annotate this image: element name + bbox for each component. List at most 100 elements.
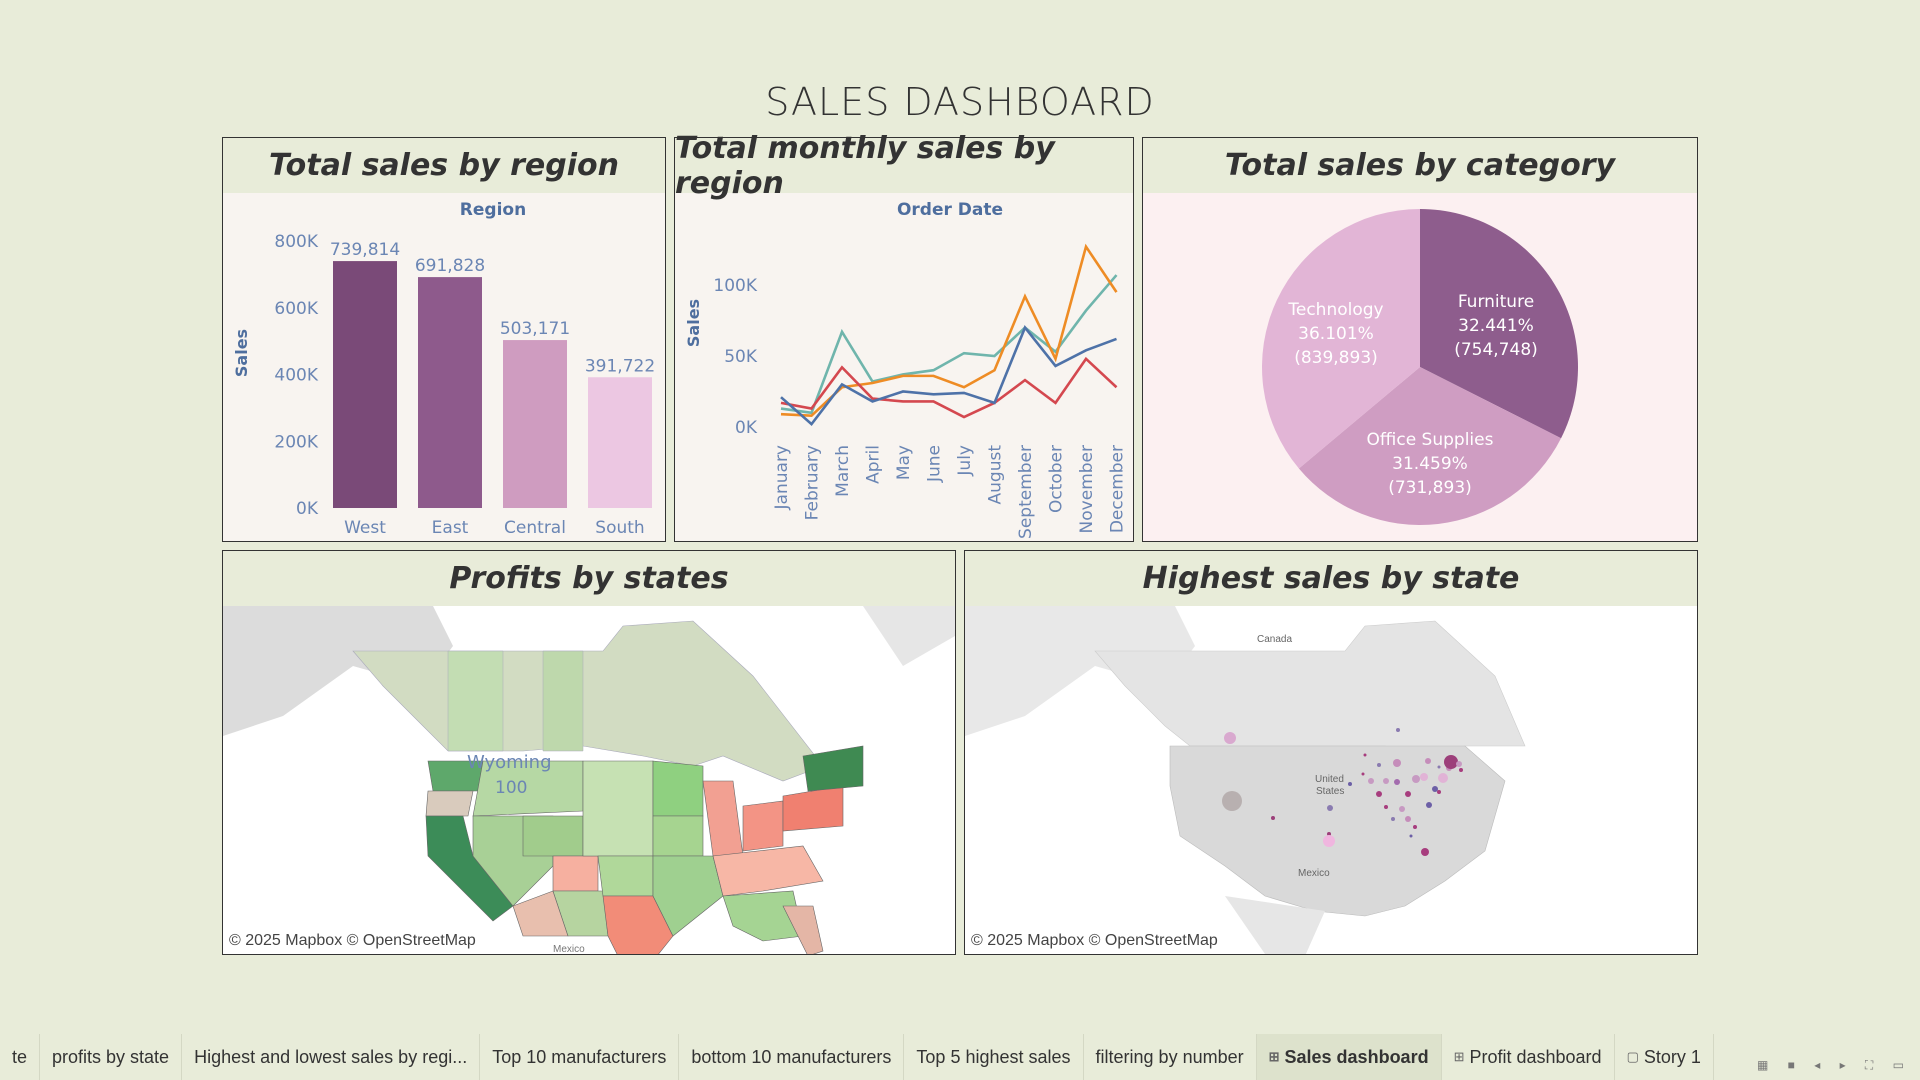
profits-map[interactable]: Wyoming 100 Mexico: [223, 606, 955, 954]
wyoming-value: 100: [495, 778, 527, 798]
state-bubble[interactable]: [1383, 778, 1389, 784]
sales-bubbles[interactable]: [1222, 728, 1463, 856]
state-bubble[interactable]: [1432, 786, 1438, 792]
ohio-state: [742, 800, 784, 852]
state-bubble[interactable]: [1348, 782, 1352, 786]
state-bubble[interactable]: [1437, 765, 1441, 769]
pie-chart[interactable]: Furniture 32.441% (754,748) Office Supplies…: [1143, 193, 1697, 541]
pie-slice-office-supplies[interactable]: [1298, 367, 1562, 525]
state-bubble[interactable]: [1456, 761, 1462, 767]
line-x-tick: March: [833, 445, 853, 497]
state-bubble[interactable]: [1368, 778, 1374, 784]
bar-south[interactable]: [588, 377, 652, 508]
state-bubble[interactable]: [1384, 805, 1388, 809]
line-x-tick: July: [955, 445, 975, 477]
state-bubble[interactable]: [1421, 848, 1429, 856]
state-bubble[interactable]: [1425, 758, 1431, 764]
bar-category-label: East: [432, 518, 469, 538]
state-bubble[interactable]: [1377, 763, 1381, 767]
state-bubble[interactable]: [1444, 755, 1458, 769]
navigation-icons[interactable]: ▦ ■ ◂ ▸ ⛶ ▭: [1756, 1058, 1912, 1072]
state-bubble[interactable]: [1437, 790, 1441, 794]
florida-state: [782, 905, 824, 954]
state-bubble[interactable]: [1409, 834, 1413, 838]
state-bubble[interactable]: [1393, 759, 1401, 767]
line-x-tick: September: [1016, 445, 1036, 539]
sheet-tab[interactable]: te: [0, 1034, 41, 1080]
sheet-tab[interactable]: ⊞ Sales dashboard: [1256, 1034, 1442, 1080]
sheet-tab[interactable]: Top 10 manufacturers: [480, 1034, 680, 1080]
state-bubble[interactable]: [1327, 805, 1333, 811]
california-state: [425, 815, 514, 922]
sheet-tab[interactable]: Highest and lowest sales by regi...: [182, 1034, 481, 1080]
sheet-tab-label: Profit dashboard: [1469, 1046, 1602, 1067]
state-bubble[interactable]: [1438, 773, 1448, 783]
state-bubble[interactable]: [1413, 825, 1417, 829]
state-bubble[interactable]: [1361, 772, 1365, 776]
bar-value-label: 739,814: [330, 240, 400, 260]
state-bubble[interactable]: [1405, 791, 1411, 797]
state-bubble[interactable]: [1399, 806, 1405, 812]
bar-chart-title: Total sales by region: [223, 138, 665, 193]
state-bubble[interactable]: [1420, 773, 1428, 781]
state-bubble[interactable]: [1426, 802, 1432, 808]
line-y-tick: 100K: [713, 276, 757, 296]
bar-y-tick: 400K: [274, 366, 318, 386]
sales-map-panel[interactable]: Highest sales by state Canada United Sta…: [964, 550, 1698, 955]
sheet-tab[interactable]: profits by state: [40, 1034, 183, 1080]
sheet-tab[interactable]: Top 5 highest sales: [904, 1034, 1084, 1080]
line-series-0[interactable]: [780, 274, 1118, 415]
line-series-1[interactable]: [780, 243, 1118, 417]
oregon-state: [425, 790, 474, 817]
state-bubble[interactable]: [1391, 817, 1395, 821]
dashboard-title: SALES DASHBOARD: [765, 80, 1155, 124]
us-label-1: United: [1315, 774, 1344, 785]
line-chart[interactable]: Order Date Sales 0K 50K 100K January February M…: [675, 193, 1133, 541]
state-bubble[interactable]: [1224, 732, 1236, 744]
bar-value-label: 503,171: [500, 319, 570, 339]
state-bubble[interactable]: [1327, 832, 1331, 836]
bar-central[interactable]: [503, 340, 567, 508]
pie-slice-furniture[interactable]: [1420, 209, 1578, 439]
state-bubble[interactable]: [1222, 791, 1242, 811]
sales-map-title: Highest sales by state: [965, 551, 1697, 606]
sheet-tab[interactable]: bottom 10 manufacturers: [679, 1034, 905, 1080]
line-chart-panel[interactable]: Total monthly sales by region Order Date…: [674, 131, 1134, 542]
pie-slice-technology[interactable]: [1262, 209, 1421, 469]
sheet-tab[interactable]: ▢ Story 1: [1615, 1034, 1714, 1080]
mexico-region: [1225, 896, 1325, 954]
sales-map[interactable]: Canada United States Mexico: [965, 606, 1697, 954]
profits-map-title: Profits by states: [223, 551, 955, 606]
pie-chart-title: Total sales by category: [1143, 138, 1697, 193]
bar-east[interactable]: [418, 277, 482, 508]
bar-west[interactable]: [333, 261, 397, 508]
state-bubble[interactable]: [1459, 768, 1463, 772]
sheet-tab-label: Top 5 highest sales: [916, 1046, 1071, 1067]
pie-chart-panel[interactable]: Total sales by category Furniture 32.441%…: [1142, 137, 1698, 542]
state-bubble[interactable]: [1271, 816, 1275, 820]
map-credit: © 2025 Mapbox © OpenStreetMap: [971, 932, 1218, 949]
state-bubble[interactable]: [1412, 775, 1420, 783]
minnesota-state: [652, 760, 704, 817]
state-bubble[interactable]: [1363, 753, 1367, 757]
state-bubble[interactable]: [1396, 728, 1400, 732]
state-bubble[interactable]: [1394, 779, 1400, 785]
bar-y-tick: 600K: [274, 299, 318, 319]
line-x-tick: February: [803, 445, 823, 520]
sheet-tab[interactable]: filtering by number: [1084, 1034, 1257, 1080]
pie-value: (731,893): [1388, 478, 1472, 498]
line-series-3[interactable]: [780, 325, 1117, 427]
bar-chart-panel[interactable]: Total sales by region Region Sales 0K 200K 4…: [222, 137, 666, 542]
state-bubble[interactable]: [1405, 816, 1411, 822]
bar-y-axis-label: Sales: [232, 329, 251, 377]
state-bubble[interactable]: [1376, 791, 1382, 797]
bar-chart[interactable]: Region Sales 0K 200K 400K 600K 800K 739,814 West…: [223, 193, 665, 541]
tennessee-nc-state: [712, 845, 824, 897]
profits-map-panel[interactable]: Profits by states Wyoming: [222, 550, 956, 955]
line-series-2[interactable]: [780, 356, 1118, 419]
line-x-tick: May: [894, 445, 914, 480]
sheet-tab[interactable]: ⊞ Profit dashboard: [1442, 1034, 1615, 1080]
state-bubble[interactable]: [1323, 835, 1335, 847]
pie-value: (754,748): [1454, 340, 1538, 360]
bar-value-label: 391,722: [585, 356, 655, 376]
